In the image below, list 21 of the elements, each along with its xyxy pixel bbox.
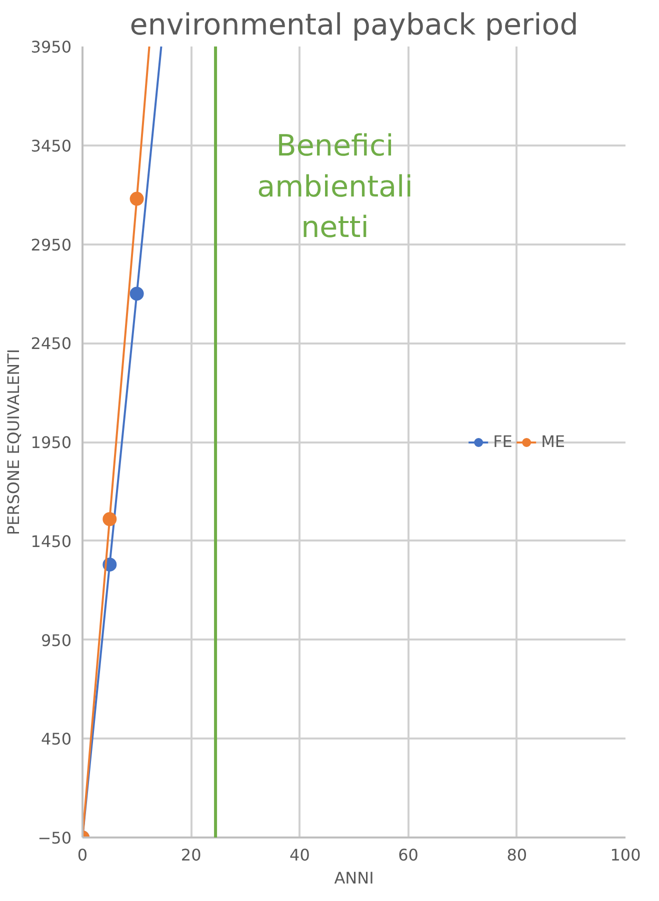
y-tick-label: 1450 <box>30 532 72 551</box>
x-tick-label: 0 <box>77 846 88 864</box>
x-tick-label: 100 <box>610 846 641 864</box>
y-tick-label: 3950 <box>30 38 72 56</box>
chart-title: environmental payback period <box>130 8 578 42</box>
x-tick-label: 60 <box>398 846 418 864</box>
y-tick-label: 3450 <box>30 136 72 156</box>
y-tick-label: −50 <box>38 828 72 848</box>
legend-label: ME <box>541 432 565 451</box>
x-tick-label: 80 <box>506 846 528 864</box>
y-tick-label: 450 <box>40 730 72 749</box>
ref-line-label: Benefici ambientali netti <box>257 128 413 244</box>
y-tick-label: 950 <box>40 630 72 650</box>
legend-label: FE <box>493 432 514 451</box>
y-tick-label: 2450 <box>30 334 72 354</box>
x-axis-title: ANNI <box>334 868 374 888</box>
y-tick-label: 1950 <box>30 433 72 452</box>
x-tick-label: 20 <box>180 846 202 864</box>
x-tick-label: 40 <box>290 846 310 864</box>
y-axis-title: PERSONE EQUIVALENTI <box>4 348 23 536</box>
y-tick-label: 2950 <box>30 235 72 254</box>
